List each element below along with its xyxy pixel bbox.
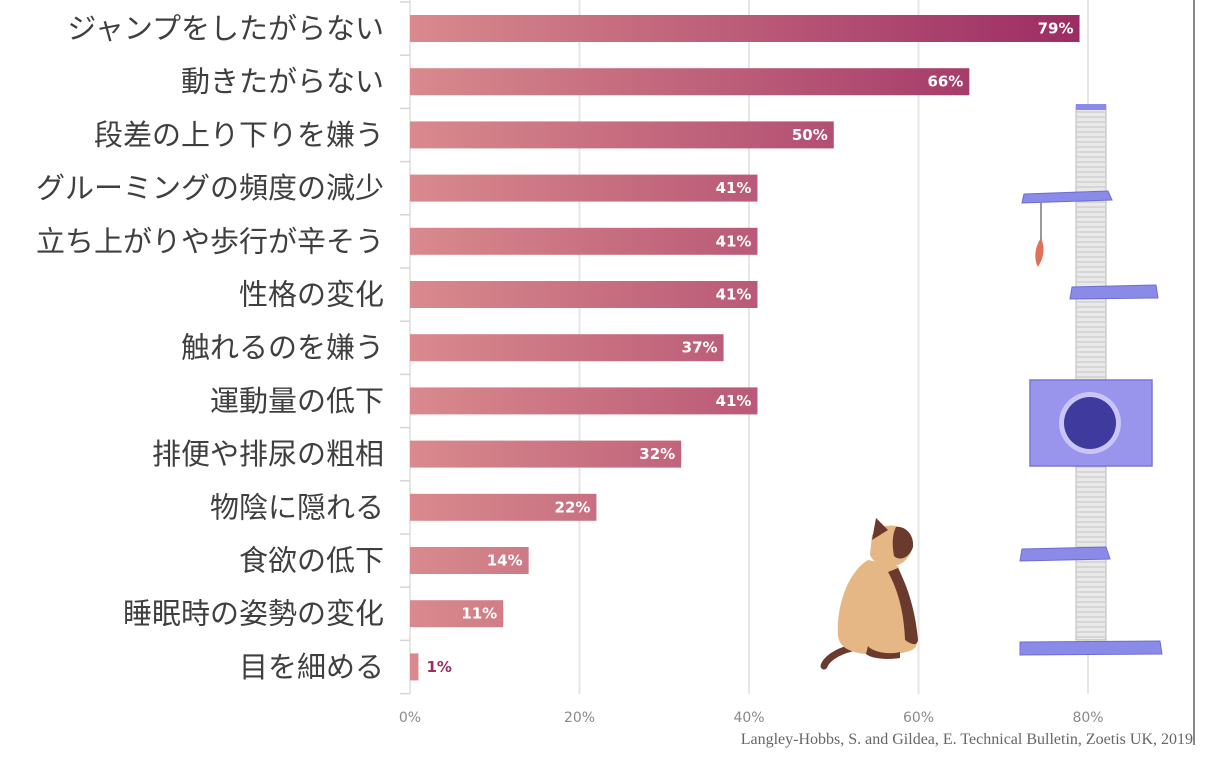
bar (410, 121, 834, 149)
bar (410, 281, 758, 308)
bar (410, 334, 724, 362)
x-axis-ticks: 0% 20% 40% 60% 80% (399, 710, 1104, 726)
bar-value-label: 66% (927, 73, 963, 91)
tower-house-hole-inner (1064, 397, 1116, 449)
bar (410, 227, 758, 255)
bar-value-label: 41% (716, 392, 752, 410)
bar-value-label: 41% (716, 232, 752, 250)
bar-value-label: 41% (716, 179, 752, 197)
x-tick-label: 40% (733, 710, 764, 726)
category-label: 立ち上がりや歩行が辛そう (36, 224, 384, 258)
bar-value-label: 11% (461, 605, 497, 623)
category-label: 物陰に隠れる (210, 490, 384, 524)
category-label: 性格の変化 (239, 278, 384, 312)
bar-value-label: 14% (487, 552, 523, 570)
category-label: 食欲の低下 (239, 544, 384, 578)
cat-chest (888, 568, 918, 645)
category-label: 睡眠時の姿勢の変化 (123, 597, 384, 631)
bar (410, 387, 758, 415)
category-label: グルーミングの頻度の減少 (36, 171, 384, 205)
cat-ear (872, 518, 888, 540)
cat-illustration (820, 518, 918, 670)
category-label: 段差の上り下りを嫌う (94, 118, 384, 152)
cat-paw (866, 646, 900, 659)
bar (410, 493, 597, 521)
bar (410, 600, 504, 628)
bar-value-label: 32% (639, 445, 675, 463)
category-labels: ジャンプをしたがらない動きたがらない段差の上り下りを嫌うグルーミングの頻度の減少… (36, 12, 384, 684)
bar-value-label: 79% (1038, 20, 1074, 38)
bar (410, 174, 758, 202)
tower-base (1019, 640, 1163, 656)
category-label: ジャンプをしたがらない (67, 12, 384, 46)
bar (410, 68, 970, 96)
bar-value-label: 1% (426, 658, 451, 676)
category-label: 排便や排尿の粗相 (152, 437, 384, 471)
category-label: 触れるのを嫌う (181, 331, 384, 365)
bar (410, 15, 1080, 42)
category-label: 運動量の低下 (210, 384, 384, 418)
x-tick-label: 60% (903, 710, 934, 726)
bar-value-label: 41% (716, 286, 752, 304)
cat-face (892, 526, 914, 559)
source-citation: Langley-Hobbs, S. and Gildea, E. Technic… (740, 731, 1193, 748)
cat-tower-illustration (1019, 104, 1163, 656)
x-tick-label: 0% (399, 710, 421, 726)
bar-value-label: 37% (682, 339, 718, 357)
bars: 79% 66% 50% 41% 41% 41% 37% 41% 32% 22% 14% 11% 1% (410, 15, 1080, 681)
bar (410, 653, 419, 681)
frame-edge (1193, 0, 1195, 745)
cat-tail (820, 644, 856, 670)
bar (410, 440, 682, 468)
bar-value-label: 22% (555, 498, 591, 516)
category-label: 動きたがらない (181, 65, 384, 99)
category-label: 目を細める (239, 650, 384, 684)
post-top-cap (1076, 104, 1106, 110)
bar (410, 547, 529, 574)
bar-value-label: 50% (792, 126, 828, 144)
x-tick-label: 20% (564, 710, 595, 726)
toy-feather-icon (1035, 238, 1044, 267)
tower-shelf-upper (1021, 190, 1113, 204)
tower-shelf-lower (1019, 546, 1111, 562)
x-tick-label: 80% (1072, 710, 1103, 726)
tower-shelf-middle (1069, 284, 1159, 300)
